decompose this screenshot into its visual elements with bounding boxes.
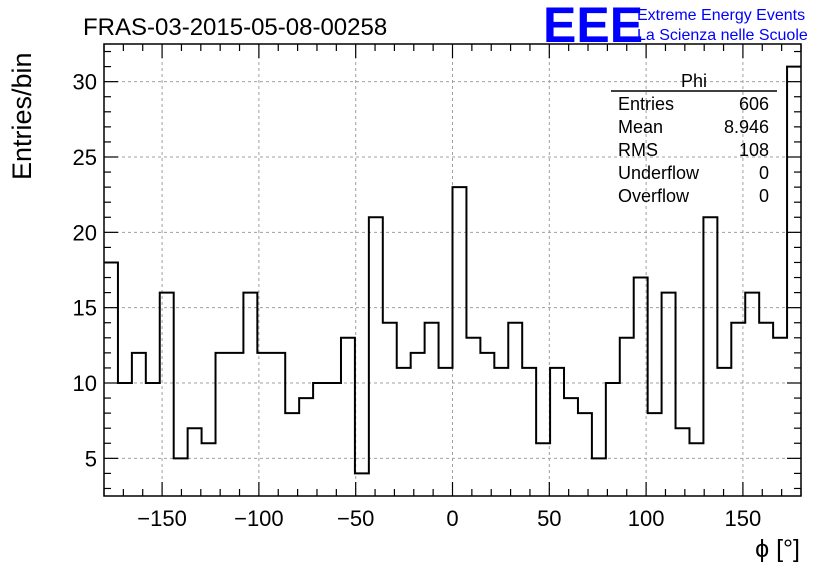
histogram-bin xyxy=(243,293,257,496)
histogram-bin xyxy=(411,353,425,496)
histogram-bin xyxy=(773,338,787,496)
logo-line-1: Extreme Energy Events xyxy=(637,7,805,24)
x-tick-label: −50 xyxy=(337,506,374,531)
histogram-line xyxy=(104,65,801,475)
histogram-bin xyxy=(425,323,439,496)
histogram-bin xyxy=(550,368,564,496)
histogram-bin xyxy=(397,368,411,496)
y-tick-label: 25 xyxy=(73,145,97,170)
x-tick-labels: −150 −100 −50 0 50 100 150 xyxy=(137,506,761,531)
logo-line-2: La Scienza nelle Scuole xyxy=(637,27,808,44)
x-tick-label: 100 xyxy=(628,506,665,531)
histogram-bin xyxy=(662,293,676,496)
histogram-bin xyxy=(745,293,759,496)
stats-row-mean: Mean 8.946 xyxy=(618,117,769,137)
histogram-bin xyxy=(118,383,132,496)
histogram-bin xyxy=(480,353,494,496)
stats-value: 606 xyxy=(739,94,769,114)
histogram-bin xyxy=(676,428,690,496)
y-tick-label: 30 xyxy=(73,70,97,95)
histogram-bin xyxy=(383,323,397,496)
x-tick-label: −100 xyxy=(234,506,284,531)
histogram-bin xyxy=(592,458,606,496)
histogram-bin xyxy=(648,413,662,496)
stats-title: Phi xyxy=(681,71,707,91)
y-tick-label: 10 xyxy=(73,371,97,396)
histogram-bin xyxy=(341,338,355,496)
histogram-bin xyxy=(536,443,550,496)
stats-row-entries: Entries 606 xyxy=(618,94,769,114)
y-tick-label: 5 xyxy=(85,446,97,471)
histogram-bin xyxy=(257,353,271,496)
stats-value: 0 xyxy=(759,163,769,183)
stats-row-rms: RMS 108 xyxy=(618,140,769,160)
histogram-bin xyxy=(703,217,717,496)
logo-mark: EEE xyxy=(543,0,643,53)
histogram-bin xyxy=(689,443,703,496)
histogram-bin xyxy=(355,473,369,496)
axis-ticks xyxy=(103,44,802,496)
stats-label: RMS xyxy=(618,140,658,160)
stats-value: 8.946 xyxy=(724,117,769,137)
x-tick-label: 0 xyxy=(446,506,458,531)
stats-box: Phi Entries 606 Mean 8.946 RMS 108 Under… xyxy=(611,71,777,206)
histogram-bin xyxy=(146,383,160,496)
histogram-bin xyxy=(717,368,731,496)
x-tick-label: 150 xyxy=(725,506,762,531)
histogram-bin xyxy=(327,383,341,496)
stats-value: 108 xyxy=(739,140,769,160)
histogram-bin xyxy=(564,398,578,496)
x-axis-label: ϕ [°] xyxy=(755,535,800,563)
histogram-bin xyxy=(271,353,285,496)
x-tick-label: 50 xyxy=(537,506,561,531)
stats-label: Mean xyxy=(618,117,663,137)
stats-row-underflow: Underflow 0 xyxy=(618,163,769,183)
histogram-bin xyxy=(494,368,508,496)
histogram-bin xyxy=(369,217,383,496)
y-tick-labels: 5 10 15 20 25 30 xyxy=(73,70,97,472)
chart-title: FRAS-03-2015-05-08-00258 xyxy=(83,14,387,41)
histogram-bin xyxy=(508,323,522,496)
histogram-bin xyxy=(202,443,216,496)
histogram-bin xyxy=(132,353,146,496)
histogram-bin xyxy=(285,413,299,496)
stats-label: Entries xyxy=(618,94,674,114)
stats-row-overflow: Overflow 0 xyxy=(618,186,769,206)
histogram-bin xyxy=(229,353,243,496)
histogram-bin xyxy=(620,338,634,496)
stats-label: Underflow xyxy=(618,163,700,183)
histogram-bin xyxy=(578,413,592,496)
eee-logo: EEE Extreme Energy Events La Scienza nel… xyxy=(543,0,808,53)
histogram-bin xyxy=(216,353,230,496)
histogram-bin xyxy=(522,368,536,496)
histogram-bin xyxy=(606,383,620,496)
histogram-bin xyxy=(313,383,327,496)
histogram-bin xyxy=(466,338,480,496)
histogram-bin xyxy=(759,323,773,496)
stats-label: Overflow xyxy=(618,186,690,206)
y-tick-label: 20 xyxy=(73,220,97,245)
histogram-bin xyxy=(299,398,313,496)
y-axis-label: Entries/bin xyxy=(7,52,37,180)
histogram-bin xyxy=(104,262,118,496)
histogram-bin xyxy=(453,187,467,496)
y-tick-label: 15 xyxy=(73,296,97,321)
stats-value: 0 xyxy=(759,186,769,206)
histogram-bin xyxy=(188,428,202,496)
histogram-bin xyxy=(634,278,648,496)
x-tick-label: −150 xyxy=(137,506,187,531)
histogram-bin xyxy=(174,458,188,496)
histogram-bin xyxy=(439,368,453,496)
histogram-bin xyxy=(787,67,801,496)
